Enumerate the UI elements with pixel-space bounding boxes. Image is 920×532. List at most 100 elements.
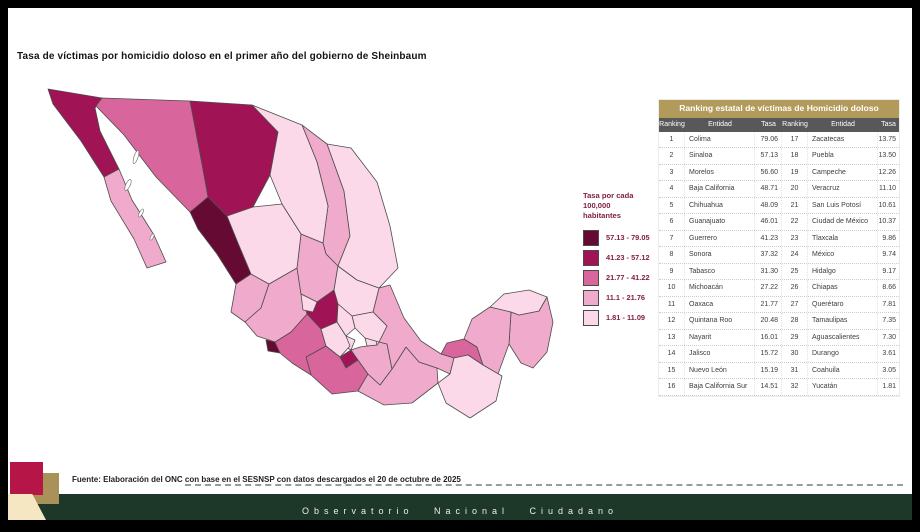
state-pue: Puebla — 13.50 xyxy=(350,341,393,386)
entity-cell: Guanajuato xyxy=(685,214,755,230)
rate-cell: 41.23 xyxy=(755,230,782,247)
rank-cell: 21 xyxy=(782,197,808,214)
rate-cell: 13.75 xyxy=(878,135,896,143)
rank-cell: 4 xyxy=(659,181,685,197)
legend-swatch xyxy=(583,249,599,266)
rank-cell: 18 xyxy=(782,148,808,164)
entity-cell: Querétaro xyxy=(808,296,878,313)
rate-cell: 3.05 xyxy=(882,366,896,374)
rate-cell: 46.01 xyxy=(755,214,782,230)
rank-cell: 10 xyxy=(659,280,685,296)
page-title: Tasa de víctimas por homicidio doloso en… xyxy=(17,51,427,62)
org-banner-text: Observatorio Nacional Ciudadano xyxy=(301,506,619,516)
legend-label: 41.23 - 57.12 xyxy=(606,253,650,263)
org-banner: Observatorio Nacional Ciudadano xyxy=(8,494,912,520)
rate-cell: 7.81 xyxy=(882,300,896,308)
entity-cell: Chiapas xyxy=(808,280,878,296)
table-row: 8 Sonora 37.32 24 México 9.74 xyxy=(659,247,899,264)
entity-cell: Chihuahua xyxy=(685,197,755,214)
table-row: 10 Michoacán 27.22 26 Chiapas 8.66 xyxy=(659,280,899,297)
map-legend: Tasa por cada 100,000 habitantes 57.13 -… xyxy=(583,191,671,330)
entity-cell: México xyxy=(808,247,878,263)
rank-cell: 28 xyxy=(782,313,808,329)
table-row: 7 Guerrero 41.23 23 Tlaxcala 9.86 xyxy=(659,230,899,248)
legend-title: Tasa por cada 100,000 habitantes xyxy=(583,191,634,220)
rank-cell: 20 xyxy=(782,181,808,197)
entity-cell: Campeche xyxy=(808,164,878,181)
state-dur: Durango — 3.61 xyxy=(226,203,302,285)
rank-cell: 11 xyxy=(659,296,685,313)
rate-cell: 79.06 xyxy=(755,131,782,148)
entity-cell: Sonora xyxy=(685,247,755,263)
entity-cell: Yucatán xyxy=(808,379,878,395)
rate-cell: 56.60 xyxy=(755,164,782,181)
legend-class-row: 1.81 - 11.09 xyxy=(583,309,671,326)
legend-classes: 57.13 - 79.05 41.23 - 57.12 21.77 - 41.22 1… xyxy=(583,229,671,326)
entity-cell: Nuevo León xyxy=(685,362,755,379)
entity-cell: Morelos xyxy=(685,164,755,181)
islands-decoration xyxy=(124,150,155,241)
state-coa: Coahuila — 3.05 xyxy=(251,104,329,244)
legend-class-row: 11.1 - 21.76 xyxy=(583,289,671,306)
entity-cell: Michoacán xyxy=(685,280,755,296)
entity-cell: Sinaloa xyxy=(685,148,755,164)
entity-cell: Tamaulipas xyxy=(808,313,878,329)
entity-cell: Puebla xyxy=(808,148,878,164)
entity-cell: Guerrero xyxy=(685,230,755,247)
table-row: 12 Quintana Roo 20.48 28 Tamaulipas 7.35 xyxy=(659,313,899,330)
table-row: 15 Nuevo León 15.19 31 Coahuila 3.05 xyxy=(659,362,899,380)
entity-cell: Quintana Roo xyxy=(685,313,755,329)
entity-cell: Oaxaca xyxy=(685,296,755,313)
rank-cell: 5 xyxy=(659,197,685,214)
rank-cell: 9 xyxy=(659,263,685,280)
rank-cell: 26 xyxy=(782,280,808,296)
rank-cell: 14 xyxy=(659,346,685,362)
legend-label: 21.77 - 41.22 xyxy=(606,273,650,283)
rate-cell: 7.35 xyxy=(882,317,896,325)
rank-cell: 32 xyxy=(782,379,808,395)
legend-class-row: 57.13 - 79.05 xyxy=(583,229,671,246)
rank-cell: 19 xyxy=(782,164,808,181)
state-chp: Chiapas — 8.66 xyxy=(437,354,503,419)
rank-cell: 16 xyxy=(659,379,685,395)
table-row: 6 Guanajuato 46.01 22 Ciudad de México 10.37 xyxy=(659,214,899,231)
entity-cell: Tlaxcala xyxy=(808,230,878,247)
column-header: Ranking xyxy=(782,120,808,128)
state-ags: Aguascalientes — 7.30 xyxy=(300,293,318,313)
state-qro: Querétaro — 7.81 xyxy=(336,303,356,337)
table-row: 1 Colima 79.06 17 Zacatecas 13.75 xyxy=(659,131,899,149)
state-bcs: Baja California Sur — 14.51 xyxy=(103,168,167,269)
dashed-divider xyxy=(185,484,903,486)
rate-cell: 21.77 xyxy=(755,296,782,313)
entity-cell: Baja California xyxy=(685,181,755,197)
state-son: Sonora — 37.32 xyxy=(95,97,209,213)
entity-cell: Zacatecas xyxy=(808,131,878,148)
column-header: Entidad xyxy=(708,120,732,128)
state-tam: Tamaulipas — 7.35 xyxy=(326,143,399,289)
table-row: 16 Baja California Sur 14.51 32 Yucatán 1.81 xyxy=(659,379,899,396)
entity-cell: Jalisco xyxy=(685,346,755,362)
ranking-table: Ranking estatal de víctimas de Homicidio… xyxy=(659,100,899,396)
rate-cell: 37.32 xyxy=(755,247,782,263)
entity-cell: Durango xyxy=(808,346,878,362)
entity-cell: Baja California Sur xyxy=(685,379,755,395)
legend-swatch xyxy=(583,229,599,246)
rate-cell: 3.61 xyxy=(882,350,896,358)
rate-cell: 12.26 xyxy=(878,168,896,176)
legend-swatch xyxy=(583,309,599,326)
legend-swatch xyxy=(583,269,599,286)
legend-label: 57.13 - 79.05 xyxy=(606,233,650,243)
legend-swatch xyxy=(583,289,599,306)
rate-cell: 48.71 xyxy=(755,181,782,197)
table-row: 4 Baja California 48.71 20 Veracruz 11.10 xyxy=(659,181,899,198)
column-header: Tasa xyxy=(881,120,896,128)
entity-cell: Nayarit xyxy=(685,329,755,346)
crimson-square-decoration xyxy=(10,462,43,495)
rate-cell: 7.30 xyxy=(882,333,896,341)
rate-cell: 48.09 xyxy=(755,197,782,214)
column-header: Tasa xyxy=(761,120,776,128)
rank-cell: 7 xyxy=(659,230,685,247)
rate-cell: 10.37 xyxy=(878,218,896,226)
rate-cell: 9.86 xyxy=(882,234,896,242)
rank-cell: 25 xyxy=(782,263,808,280)
